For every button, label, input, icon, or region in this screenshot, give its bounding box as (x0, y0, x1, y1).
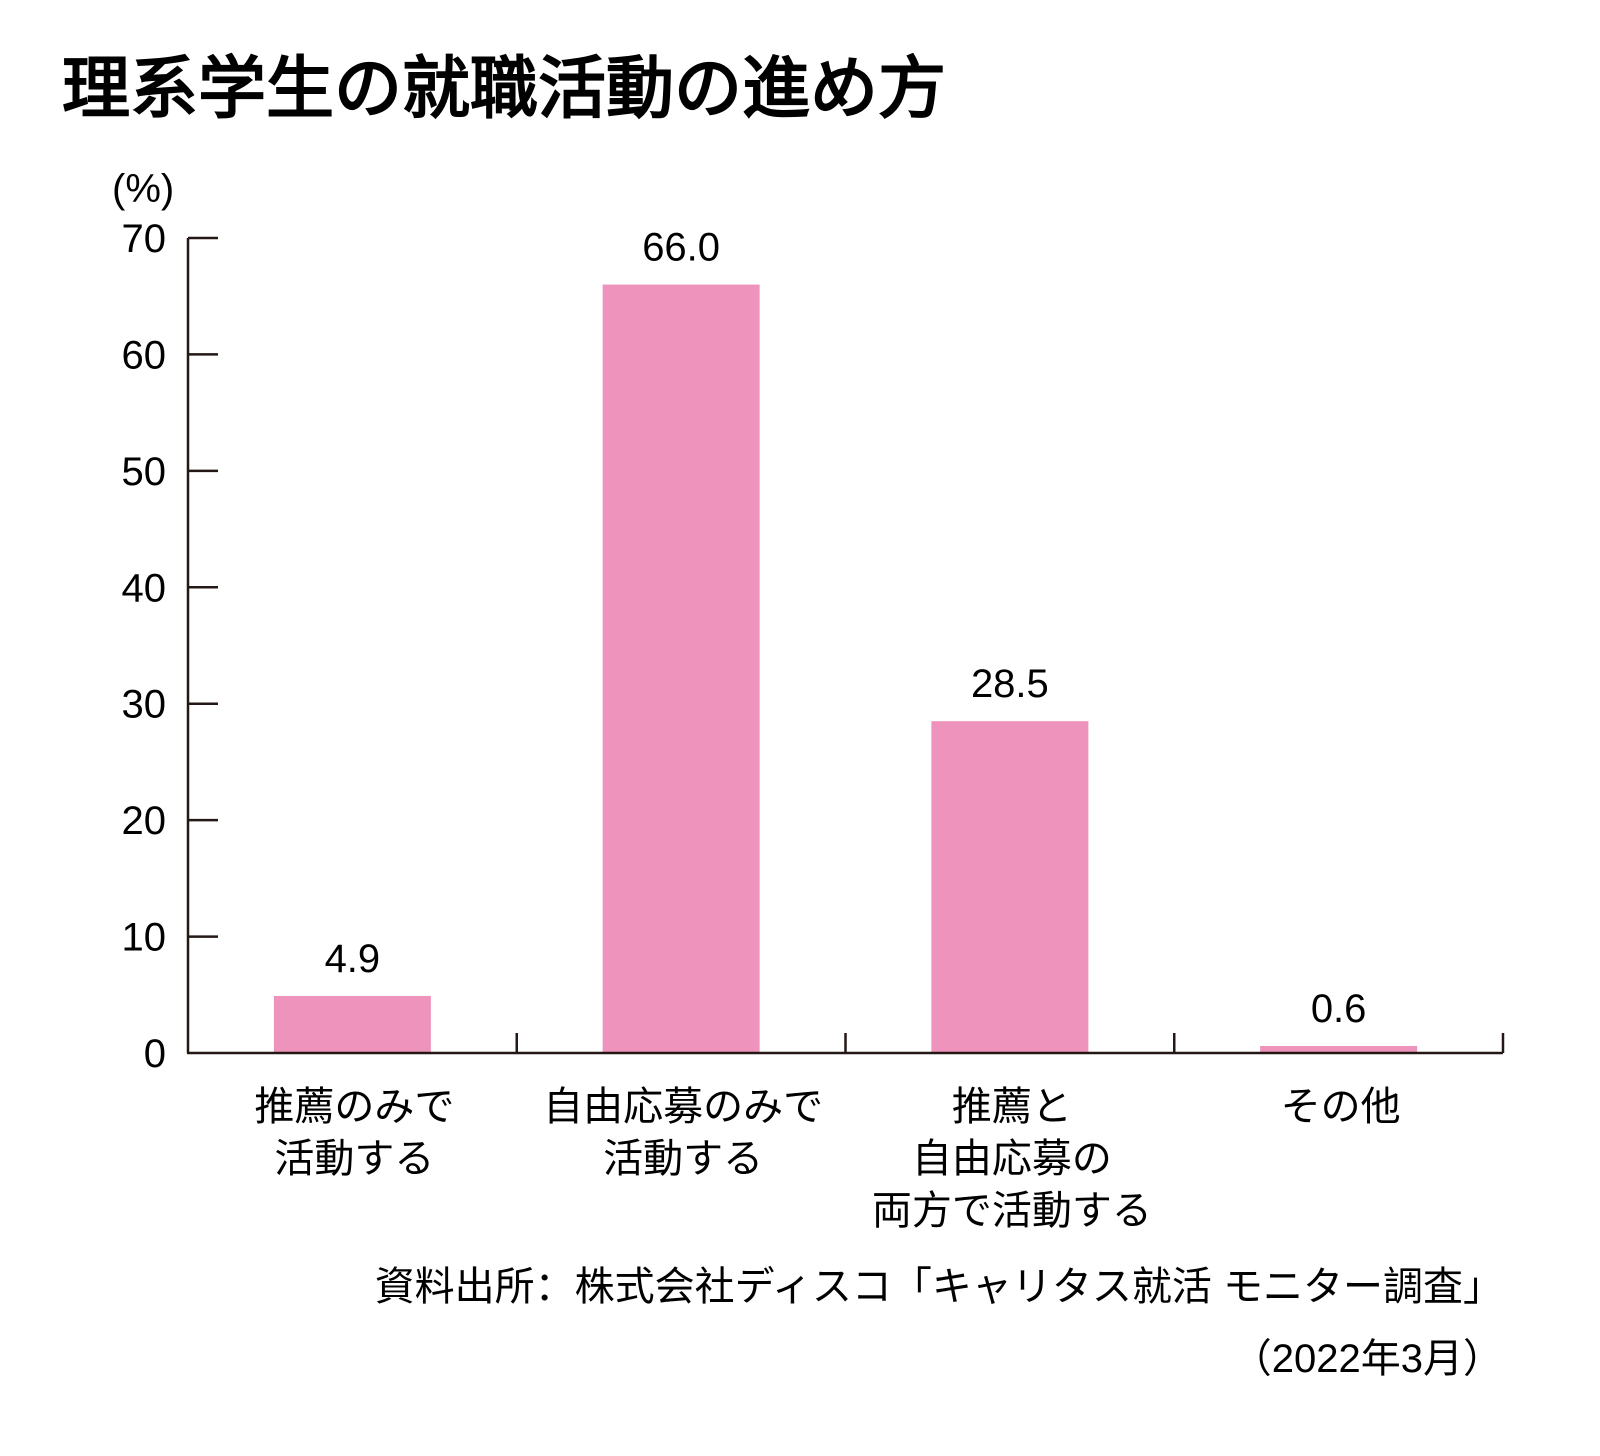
bar-value-label: 4.9 (325, 937, 381, 981)
bar-value-label: 28.5 (971, 662, 1049, 706)
source-note: 資料出所：株式会社ディスコ「キャリタス就活 モニター調査」 (375, 1265, 1503, 1309)
x-category-label: 推薦と (952, 1085, 1072, 1129)
x-category-label: 自由応募のみで (543, 1085, 823, 1129)
x-category-label: その他 (1281, 1085, 1401, 1129)
bar (931, 721, 1089, 1053)
y-tick-label: 20 (122, 799, 167, 843)
chart-title: 理系学生の就職活動の進め方 (62, 51, 946, 127)
bar-value-label: 0.6 (1311, 987, 1367, 1031)
x-category-label: 自由応募の (912, 1137, 1112, 1181)
x-category-label: 推薦のみで (254, 1085, 454, 1129)
bar (273, 995, 431, 1053)
x-category-label: 両方で活動する (872, 1189, 1152, 1233)
bar (1260, 1046, 1418, 1053)
x-category-label: 活動する (274, 1137, 434, 1181)
y-tick-label: 50 (122, 450, 167, 494)
y-tick-label: 40 (122, 566, 167, 610)
y-tick-label: 30 (122, 683, 167, 727)
source-date: （2022年3月） (1232, 1337, 1503, 1381)
y-tick-label: 70 (122, 217, 167, 261)
y-tick-label: 0 (144, 1032, 166, 1076)
y-axis-unit: (%) (112, 167, 174, 211)
bar-value-label: 66.0 (642, 226, 720, 270)
bar (602, 284, 760, 1054)
y-tick-label: 60 (122, 333, 167, 377)
y-tick-label: 10 (122, 916, 167, 960)
x-category-label: 活動する (603, 1137, 763, 1181)
